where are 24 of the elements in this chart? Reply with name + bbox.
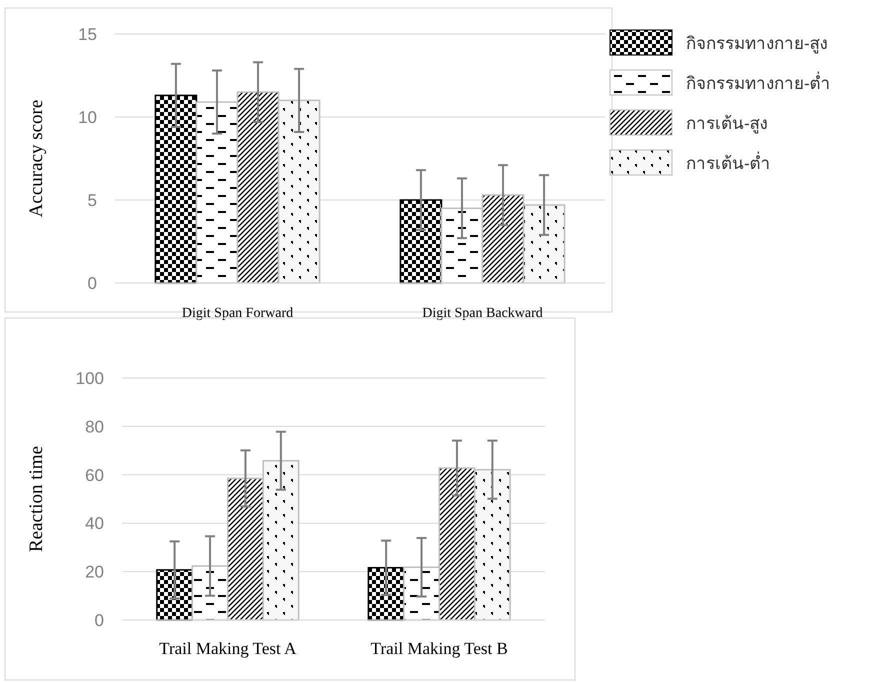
y-tick-label: 60 bbox=[85, 466, 104, 485]
y-tick-label: 10 bbox=[78, 108, 97, 127]
y-axis-title: Reaction time bbox=[26, 446, 47, 552]
y-tick-label: 20 bbox=[85, 562, 104, 582]
bar bbox=[400, 199, 442, 284]
legend-label: กิจกรรมทางกาย-ต่ำ bbox=[686, 71, 831, 93]
x-tick-label: Digit Span Forward bbox=[182, 306, 294, 321]
y-tick-label: 0 bbox=[88, 274, 97, 293]
legend-label: กิจกรรมทางกาย-สูง bbox=[686, 34, 828, 54]
y-tick-label: 15 bbox=[78, 25, 97, 44]
y-tick-label: 40 bbox=[85, 514, 104, 534]
y-tick-label: 100 bbox=[76, 369, 104, 388]
y-axis-title: Accuracy score bbox=[26, 100, 47, 218]
x-tick-label: Trail Making Test A bbox=[159, 639, 298, 658]
y-tick-label: 80 bbox=[85, 417, 104, 436]
legend-label: การเต้น-สูง bbox=[686, 114, 768, 134]
legend-label: การเต้น-ต่ำ bbox=[686, 151, 771, 173]
x-tick-label: Digit Span Backward bbox=[422, 306, 543, 321]
y-tick-label: 0 bbox=[94, 611, 104, 630]
bar bbox=[156, 569, 194, 621]
x-tick-label: Trail Making Test B bbox=[370, 639, 508, 658]
bar bbox=[368, 566, 405, 621]
bar bbox=[154, 94, 198, 284]
y-tick-label: 5 bbox=[88, 191, 97, 210]
